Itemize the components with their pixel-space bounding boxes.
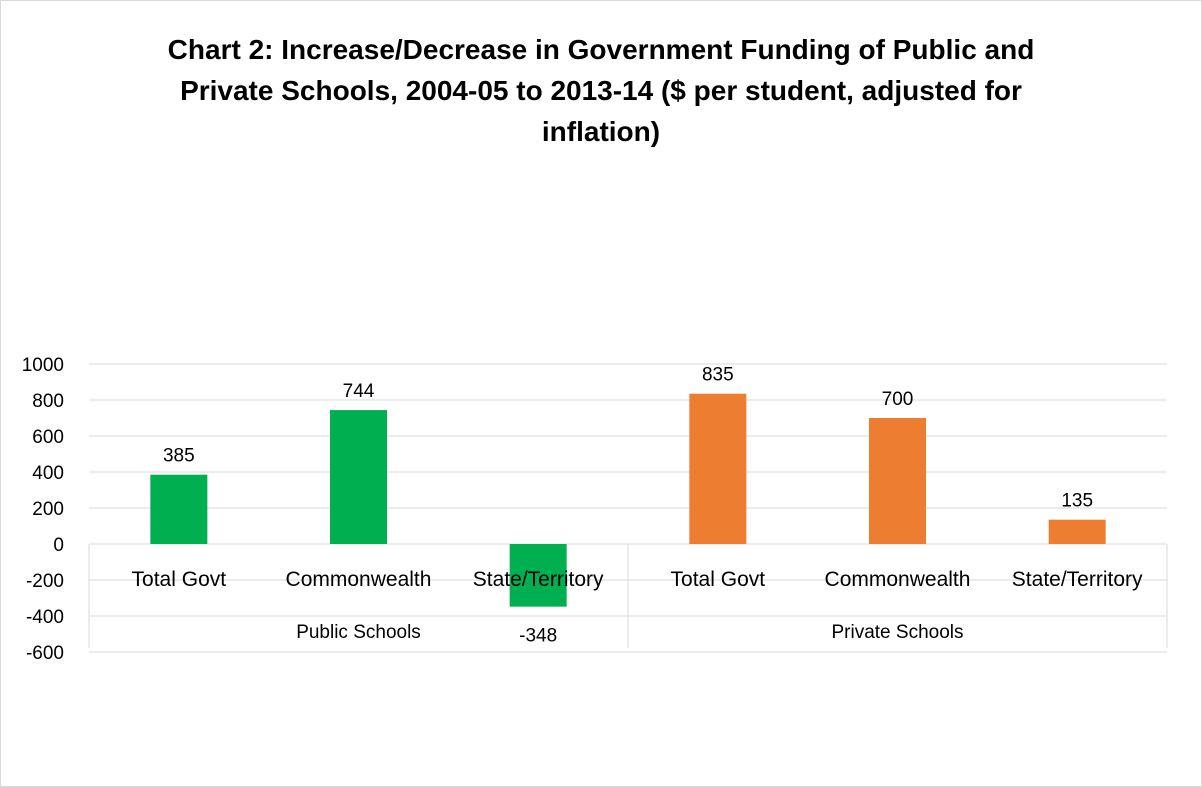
y-tick-label: 0 bbox=[53, 535, 64, 556]
y-tick-label: 600 bbox=[32, 427, 64, 448]
bar bbox=[150, 474, 208, 544]
y-tick-label: -600 bbox=[26, 643, 64, 664]
y-tick-label: 400 bbox=[32, 463, 64, 484]
bar bbox=[330, 410, 387, 544]
data-label: 744 bbox=[343, 381, 375, 402]
data-label: 385 bbox=[163, 446, 195, 467]
category-label: Total Govt bbox=[132, 568, 227, 591]
chart-title-line-3: inflation) bbox=[541, 116, 661, 147]
data-label: 700 bbox=[882, 389, 914, 410]
data-label: 135 bbox=[1061, 491, 1093, 512]
category-label: Commonwealth bbox=[286, 568, 432, 591]
bar bbox=[1048, 519, 1106, 544]
chart-title-line-1: Chart 2: Increase/Decrease in Government… bbox=[167, 34, 1035, 65]
y-tick-label: -400 bbox=[26, 607, 64, 628]
group-label: Private Schools bbox=[831, 622, 963, 643]
category-label: Total Govt bbox=[671, 568, 766, 591]
bar bbox=[509, 544, 567, 607]
category-label: Commonwealth bbox=[825, 568, 971, 591]
data-label: -348 bbox=[519, 626, 557, 647]
bar bbox=[689, 393, 747, 544]
y-tick-label: 800 bbox=[32, 391, 64, 412]
bar bbox=[869, 418, 926, 544]
data-label: 835 bbox=[702, 365, 734, 386]
chart-title-line-2: Private Schools, 2004-05 to 2013-14 ($ p… bbox=[180, 75, 1022, 106]
y-tick-label: 1000 bbox=[22, 355, 64, 376]
chart-title: Chart 2: Increase/Decrease in Government… bbox=[101, 29, 1101, 152]
y-tick-label: -200 bbox=[26, 571, 64, 592]
category-label: State/Territory bbox=[473, 568, 604, 591]
category-label: State/Territory bbox=[1012, 568, 1143, 591]
group-label: Public Schools bbox=[296, 622, 421, 643]
y-tick-label: 200 bbox=[32, 499, 64, 520]
